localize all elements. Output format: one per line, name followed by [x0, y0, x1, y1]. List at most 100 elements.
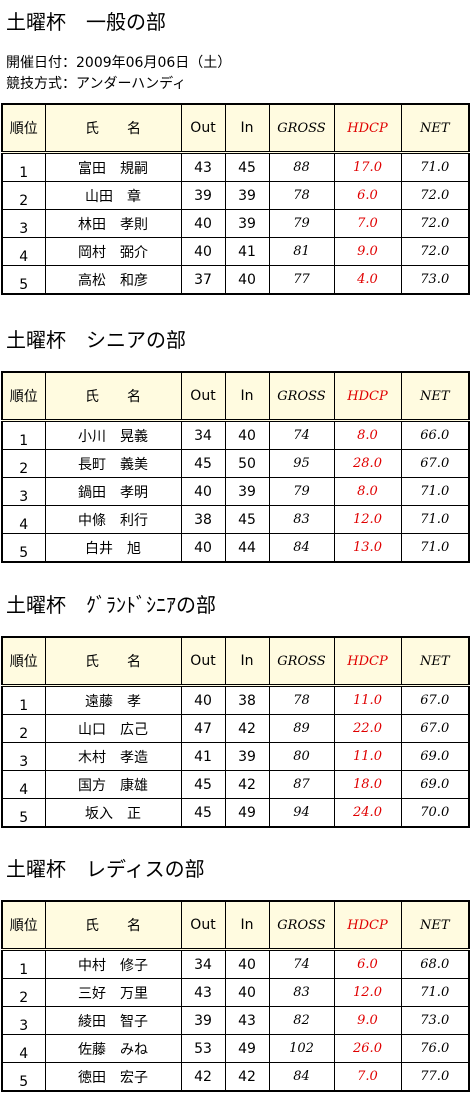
cell: 28.0: [333, 449, 402, 478]
cell: 73.0: [400, 1006, 470, 1035]
cell: 24.0: [333, 798, 402, 828]
cell: 34: [180, 949, 226, 979]
cell: 82: [268, 1006, 335, 1035]
cell: 50: [224, 449, 270, 478]
cell: 4: [1, 1034, 46, 1063]
cell: 1: [1, 685, 46, 715]
cell: 72.0: [400, 209, 470, 238]
header-cell: 氏 名: [44, 371, 182, 422]
data-row: 3 綾田 智子 39 43 82 9.0 73.0: [1, 1006, 470, 1035]
header-cell: 順位: [1, 103, 46, 154]
data-row: 3 木村 孝造 41 39 80 11.0 69.0: [1, 742, 470, 771]
cell: 39: [224, 742, 270, 771]
cell: 39: [224, 181, 270, 210]
cell: 5: [1, 798, 46, 828]
data-row: 2 長町 義美 45 50 95 28.0 67.0: [1, 449, 470, 478]
cell: 綾田 智子: [44, 1006, 182, 1035]
cell: 53: [180, 1034, 226, 1063]
cell: 39: [224, 477, 270, 506]
header-cell: HDCP: [333, 371, 402, 422]
cell: 102: [268, 1034, 335, 1063]
cell: 94: [268, 798, 335, 828]
cell: 坂入 正: [44, 798, 182, 828]
cell: 22.0: [333, 714, 402, 743]
cell: 43: [180, 152, 226, 182]
cell: 37: [180, 265, 226, 295]
data-row: 5 徳田 宏子 42 42 84 7.0 77.0: [1, 1062, 470, 1092]
header-cell: NET: [400, 900, 470, 951]
cell: 鍋田 孝明: [44, 477, 182, 506]
cell: 白井 旭: [44, 533, 182, 563]
cell: 42: [224, 714, 270, 743]
data-row: 4 国方 康雄 45 42 87 18.0 69.0: [1, 770, 470, 799]
cell: 佐藤 みね: [44, 1034, 182, 1063]
data-row: 2 山口 広己 47 42 89 22.0 67.0: [1, 714, 470, 743]
cell: 6.0: [333, 181, 402, 210]
data-row: 1 遠藤 孝 40 38 78 11.0 67.0: [1, 685, 470, 715]
data-row: 3 林田 孝則 40 39 79 7.0 72.0: [1, 209, 470, 238]
cell: 1: [1, 420, 46, 450]
cell: 2: [1, 449, 46, 478]
header-cell: In: [224, 636, 270, 687]
cell: 40: [224, 420, 270, 450]
cell: 4: [1, 505, 46, 534]
cell: 71.0: [400, 152, 470, 182]
data-row: 4 佐藤 みね 53 49 102 26.0 76.0: [1, 1034, 470, 1063]
cell: 三好 万里: [44, 978, 182, 1007]
header-cell: HDCP: [333, 636, 402, 687]
cell: 13.0: [333, 533, 402, 563]
header-row: 順位氏 名 Out In GROSS HDCP NET: [1, 103, 470, 154]
cell: 72.0: [400, 237, 470, 266]
cell: 79: [268, 209, 335, 238]
cell: 76.0: [400, 1034, 470, 1063]
cell: 40: [224, 265, 270, 295]
cell: 70.0: [400, 798, 470, 828]
cell: 長町 義美: [44, 449, 182, 478]
cell: 79: [268, 477, 335, 506]
header-cell: 氏 名: [44, 636, 182, 687]
cell: 67.0: [400, 714, 470, 743]
cell: 74: [268, 420, 335, 450]
cell: 45: [224, 505, 270, 534]
cell: 林田 孝則: [44, 209, 182, 238]
cell: 9.0: [333, 237, 402, 266]
cell: 5: [1, 265, 46, 295]
cell: 岡村 弼介: [44, 237, 182, 266]
cell: 12.0: [333, 978, 402, 1007]
header-cell: Out: [180, 636, 226, 687]
cell: 81: [268, 237, 335, 266]
cell: 6.0: [333, 949, 402, 979]
data-row: 2 山田 章 39 39 78 6.0 72.0: [1, 181, 470, 210]
results-table: 順位氏 名 Out In GROSS HDCP NET 1 小川 晃義 34 40 74 8.0 66.…: [1, 371, 470, 563]
header-cell: 氏 名: [44, 900, 182, 951]
cell: 2: [1, 181, 46, 210]
cell: 8.0: [333, 477, 402, 506]
cell: 2: [1, 714, 46, 743]
cell: 39: [180, 181, 226, 210]
cell: 11.0: [333, 685, 402, 715]
cell: 9.0: [333, 1006, 402, 1035]
header-cell: In: [224, 103, 270, 154]
data-row: 5 高松 和彦 37 40 77 4.0 73.0: [1, 265, 470, 295]
cell: 71.0: [400, 533, 470, 563]
cell: 74: [268, 949, 335, 979]
cell: 45: [180, 798, 226, 828]
cell: 2: [1, 978, 46, 1007]
cell: 69.0: [400, 742, 470, 771]
data-row: 5 坂入 正 45 49 94 24.0 70.0: [1, 798, 470, 828]
cell: 71.0: [400, 505, 470, 534]
data-row: 5 白井 旭 40 44 84 13.0 71.0: [1, 533, 470, 563]
cell: 1: [1, 152, 46, 182]
cell: 43: [180, 978, 226, 1007]
header-row: 順位氏 名 Out In GROSS HDCP NET: [1, 900, 470, 951]
format: 競技方式：アンダーハンディ: [6, 76, 187, 92]
header-cell: 順位: [1, 636, 46, 687]
cell: 84: [268, 1062, 335, 1092]
cell: 39: [224, 209, 270, 238]
cell: 3: [1, 477, 46, 506]
cell: 木村 孝造: [44, 742, 182, 771]
cell: 3: [1, 742, 46, 771]
cell: 41: [224, 237, 270, 266]
cell: 7.0: [333, 209, 402, 238]
